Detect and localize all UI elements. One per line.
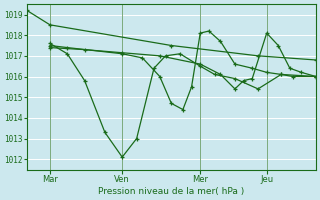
X-axis label: Pression niveau de la mer( hPa ): Pression niveau de la mer( hPa ) [98,187,244,196]
